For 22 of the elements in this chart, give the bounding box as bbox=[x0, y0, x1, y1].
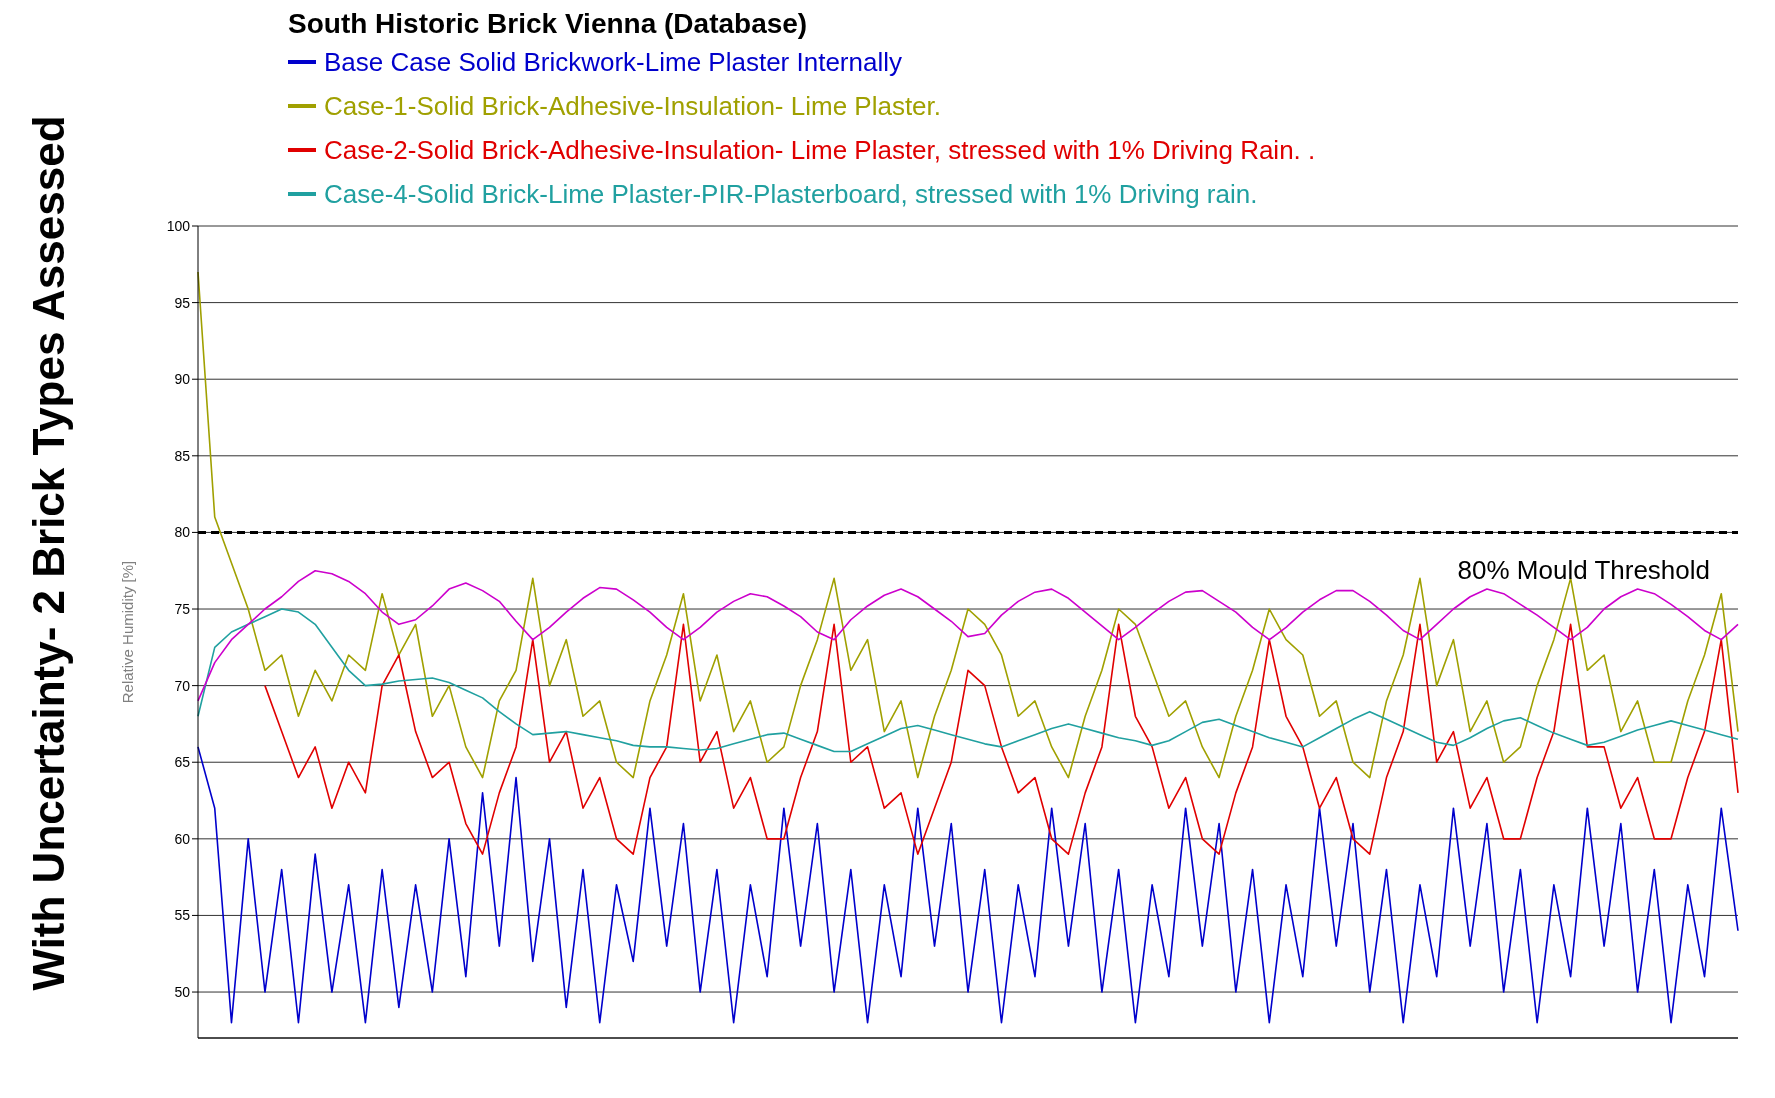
chart-title: South Historic Brick Vienna (Database) bbox=[288, 8, 809, 40]
ref-line-label: 80% Mould Threshold bbox=[1457, 554, 1710, 585]
y-tick-label: 90 bbox=[174, 371, 191, 388]
line-series bbox=[197, 608, 1739, 753]
y-tick-label: 65 bbox=[174, 754, 191, 771]
y-tick-label: 50 bbox=[174, 984, 191, 1001]
line-series bbox=[197, 746, 1739, 1024]
legend-label: Case-4-Solid Brick-Lime Plaster-PIR-Plasterboard, stressed with 1% Driving rain. bbox=[323, 178, 1259, 211]
y-tick-label: 75 bbox=[174, 600, 191, 617]
y-tick-label: 60 bbox=[174, 830, 191, 847]
y-tick-label: 55 bbox=[174, 907, 191, 924]
y-tick-label: 70 bbox=[174, 677, 191, 694]
y-axis-title: Relative Humidity [%] bbox=[119, 560, 137, 704]
legend-label: Case-2-Solid Brick-Adhesive-Insulation- Lime Plaster, stressed with 1% Driving Rain. . bbox=[323, 134, 1317, 167]
y-tick-label: 100 bbox=[166, 217, 191, 234]
y-tick-label: 95 bbox=[174, 294, 191, 311]
text: With Uncertainty- 2 Brick Types Assessed bbox=[23, 115, 74, 991]
legend-label: Case-1-Solid Brick-Adhesive-Insulation- Lime Plaster. bbox=[323, 90, 943, 123]
y-tick-label: 85 bbox=[174, 447, 191, 464]
y-tick-label: 80 bbox=[174, 524, 191, 541]
line-series bbox=[264, 623, 1739, 855]
legend-label: Base Case Solid Brickwork-Lime Plaster Internally bbox=[323, 46, 903, 79]
